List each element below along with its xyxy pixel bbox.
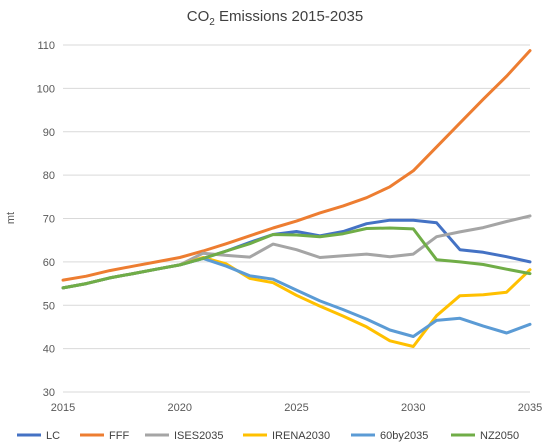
chart-title: CO2 Emissions 2015-2035 [187, 8, 363, 28]
chart-title-main: CO [187, 8, 210, 25]
series-line-nz2050 [61, 226, 532, 290]
y-axis-tick-labels: 30 40 50 60 70 80 90 100 110 [37, 40, 55, 399]
legend-label: IRENA2030 [272, 430, 330, 442]
chart-title-subscript: 2 [209, 17, 215, 28]
y-tick-label: 50 [43, 300, 55, 312]
series-line-fff [61, 49, 532, 282]
y-tick-label: 110 [37, 40, 55, 52]
x-tick-label: 2015 [51, 402, 75, 414]
legend-label: FFF [109, 430, 129, 442]
y-tick-label: 40 [43, 344, 55, 356]
y-axis-title: mt [5, 212, 17, 224]
legend-item-60by2035: 60by2035 [351, 430, 428, 442]
y-tick-label: 100 [37, 83, 55, 95]
x-axis-tick-labels: 2015 2020 2025 2030 2035 [51, 402, 542, 414]
x-tick-label: 2020 [168, 402, 192, 414]
legend-item-lc: LC [17, 430, 60, 442]
legend: LC FFF ISES2035 IRENA2030 60by2035 NZ2050 [17, 430, 519, 442]
series-line-lc [61, 218, 532, 290]
legend-item-fff: FFF [80, 430, 129, 442]
series-line-irena2030 [61, 256, 532, 348]
chart-title-rest: Emissions 2015-2035 [215, 8, 363, 25]
y-tick-label: 80 [43, 170, 55, 182]
x-tick-label: 2030 [401, 402, 425, 414]
legend-label: NZ2050 [480, 430, 519, 442]
legend-label: 60by2035 [380, 430, 428, 442]
legend-item-ises2035: ISES2035 [145, 430, 224, 442]
gridlines [63, 44, 530, 393]
x-tick-label: 2025 [284, 402, 308, 414]
legend-label: ISES2035 [174, 430, 224, 442]
y-tick-label: 30 [43, 387, 55, 399]
y-tick-label: 90 [43, 127, 55, 139]
legend-label: LC [46, 430, 60, 442]
legend-item-nz2050: NZ2050 [451, 430, 519, 442]
series-line-ises2035 [61, 214, 532, 290]
legend-item-irena2030: IRENA2030 [243, 430, 330, 442]
y-tick-label: 70 [43, 214, 55, 226]
series-lines [61, 49, 532, 348]
x-tick-label: 2035 [518, 402, 542, 414]
y-tick-label: 60 [43, 257, 55, 269]
